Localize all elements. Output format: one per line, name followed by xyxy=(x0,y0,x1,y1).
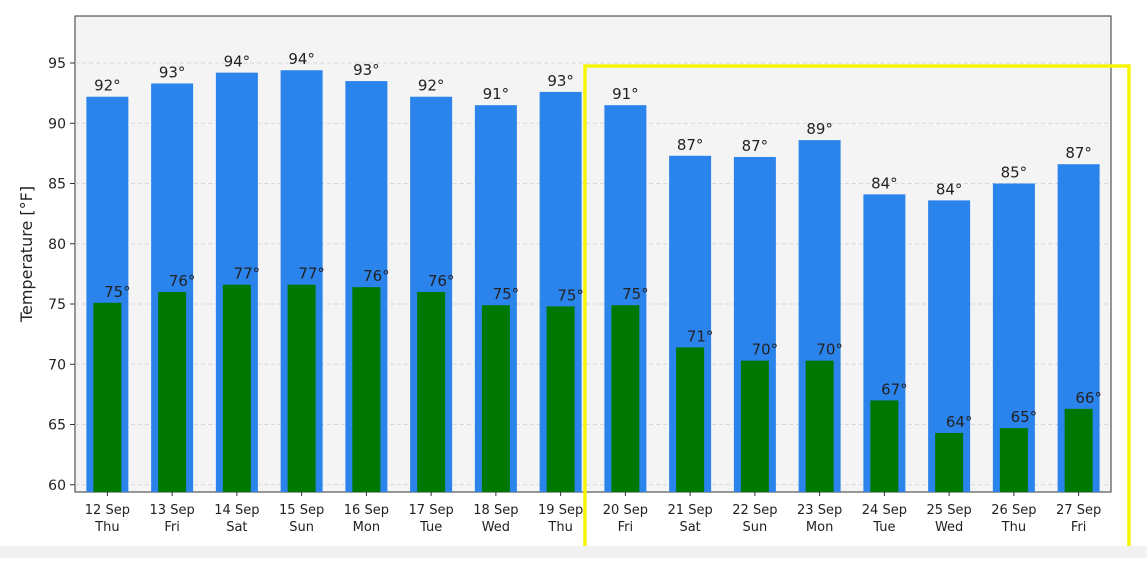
min-temp-label: 70° xyxy=(816,341,843,359)
x-tick-day: Fri xyxy=(1071,520,1087,535)
x-tick-date: 20 Sep xyxy=(603,503,648,518)
y-tick-label: 75 xyxy=(48,297,66,313)
x-tick-date: 23 Sep xyxy=(797,503,842,518)
y-tick-label: 65 xyxy=(48,418,66,434)
min-temp-label: 71° xyxy=(687,327,714,345)
min-temp-bar xyxy=(740,360,769,492)
max-temp-label: 92° xyxy=(418,77,445,95)
x-tick-date: 12 Sep xyxy=(85,503,130,518)
min-temp-label: 64° xyxy=(946,413,973,431)
min-temp-bar xyxy=(481,305,510,492)
max-temp-label: 92° xyxy=(94,77,121,95)
min-temp-bar xyxy=(999,428,1028,492)
max-temp-label: 87° xyxy=(1065,144,1092,162)
y-tick-label: 70 xyxy=(48,357,66,373)
min-temp-bar xyxy=(417,291,446,492)
max-temp-label: 93° xyxy=(353,61,380,79)
min-temp-bar xyxy=(158,291,187,492)
max-temp-label: 84° xyxy=(936,180,963,198)
y-axis-label: Temperature [°F] xyxy=(17,186,36,323)
min-temp-label: 76° xyxy=(428,272,455,290)
x-tick-date: 18 Sep xyxy=(473,503,518,518)
max-temp-label: 91° xyxy=(483,85,510,103)
min-temp-bar xyxy=(935,432,964,492)
min-temp-bar xyxy=(676,347,705,492)
x-tick-date: 13 Sep xyxy=(150,503,195,518)
y-tick-label: 60 xyxy=(48,478,66,494)
min-temp-label: 75° xyxy=(557,286,584,304)
min-temp-label: 67° xyxy=(881,380,908,398)
min-temp-bar xyxy=(287,284,316,492)
max-temp-label: 94° xyxy=(224,53,251,71)
min-temp-bar xyxy=(805,360,834,492)
x-tick-day: Wed xyxy=(935,520,963,535)
x-tick-date: 21 Sep xyxy=(668,503,713,518)
min-temp-label: 75° xyxy=(622,285,649,303)
max-temp-label: 91° xyxy=(612,85,639,103)
min-temp-bar xyxy=(352,287,381,492)
min-temp-bar xyxy=(93,302,122,492)
min-temp-bar xyxy=(870,400,899,492)
x-tick-date: 26 Sep xyxy=(991,503,1036,518)
x-axis: 12 Sep Thu 13 Sep Fri 14 Sep Sat 15 Sep Sun 16 S… xyxy=(85,492,1101,535)
x-tick-day: Sun xyxy=(289,520,314,535)
min-temp-label: 70° xyxy=(752,341,779,359)
min-temp-bar xyxy=(546,306,575,492)
y-axis: 60 65 70 75 80 85 90 95 xyxy=(48,56,75,494)
max-temp-label: 85° xyxy=(1001,164,1028,182)
max-temp-label: 93° xyxy=(547,72,574,90)
y-tick-label: 80 xyxy=(48,237,66,253)
x-tick-day: Tue xyxy=(419,520,442,535)
x-tick-day: Tue xyxy=(872,520,895,535)
x-tick-date: 24 Sep xyxy=(862,503,907,518)
x-tick-day: Thu xyxy=(94,520,119,535)
min-temp-label: 75° xyxy=(493,285,520,303)
min-temp-label: 77° xyxy=(234,265,261,283)
max-temp-label: 84° xyxy=(871,174,898,192)
x-tick-date: 16 Sep xyxy=(344,503,389,518)
x-tick-day: Sat xyxy=(226,520,247,535)
min-temp-bar xyxy=(222,284,251,492)
x-tick-day: Thu xyxy=(547,520,572,535)
x-tick-date: 17 Sep xyxy=(409,503,454,518)
x-tick-day: Sun xyxy=(743,520,768,535)
x-tick-day: Fri xyxy=(164,520,180,535)
min-temp-label: 76° xyxy=(363,267,390,285)
min-temp-label: 65° xyxy=(1011,408,1038,426)
bars xyxy=(86,70,1100,493)
min-temp-label: 76° xyxy=(169,272,196,290)
bottom-strip xyxy=(0,546,1147,558)
x-tick-date: 25 Sep xyxy=(927,503,972,518)
x-tick-date: 14 Sep xyxy=(214,503,259,518)
x-tick-date: 15 Sep xyxy=(279,503,324,518)
max-temp-label: 94° xyxy=(288,50,315,68)
y-tick-label: 85 xyxy=(48,177,66,193)
min-temp-bar xyxy=(1064,408,1093,492)
y-tick-label: 90 xyxy=(48,116,66,132)
min-temp-label: 77° xyxy=(298,265,325,283)
x-tick-day: Mon xyxy=(353,520,380,535)
data-labels: 92° 93° 94° 94° 93° 92° 91° 93° 91° 87° 87° 89° 84° 8… xyxy=(94,50,1102,431)
x-tick-day: Fri xyxy=(618,520,634,535)
max-temp-label: 87° xyxy=(677,136,704,154)
x-tick-day: Wed xyxy=(482,520,510,535)
x-tick-day: Sat xyxy=(679,520,700,535)
min-temp-bar xyxy=(611,305,640,492)
x-tick-date: 27 Sep xyxy=(1056,503,1101,518)
x-tick-day: Thu xyxy=(1001,520,1026,535)
x-tick-day: Mon xyxy=(806,520,833,535)
y-tick-label: 95 xyxy=(48,56,66,72)
x-tick-date: 22 Sep xyxy=(732,503,777,518)
x-tick-date: 19 Sep xyxy=(538,503,583,518)
max-temp-label: 93° xyxy=(159,63,186,81)
min-temp-label: 66° xyxy=(1075,389,1102,407)
max-temp-label: 87° xyxy=(742,137,769,155)
max-temp-label: 89° xyxy=(806,120,833,138)
min-temp-label: 75° xyxy=(104,283,131,301)
